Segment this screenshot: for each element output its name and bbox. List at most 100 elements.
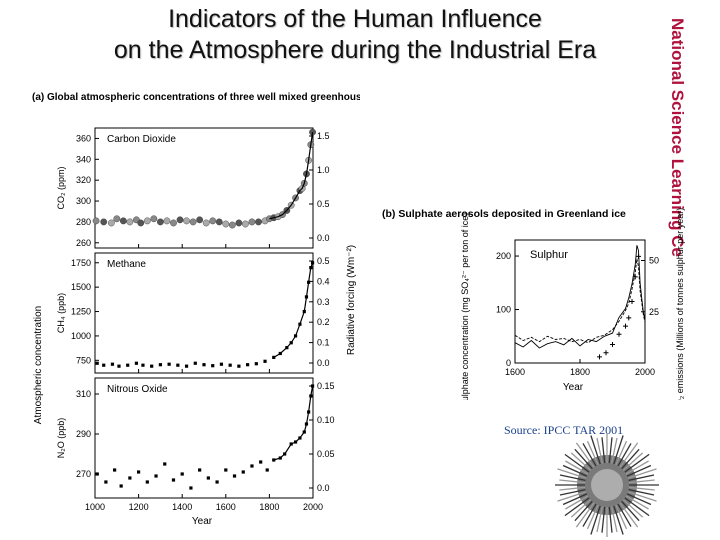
data-point — [189, 486, 193, 490]
right-tick-label: 1.5 — [317, 131, 330, 141]
particle-spike — [562, 493, 588, 506]
data-point — [134, 361, 139, 365]
y-tick-label: 1500 — [71, 282, 91, 292]
right-tick-label: 0.0 — [317, 233, 330, 243]
aerosol-particle-icon — [555, 433, 659, 537]
data-point — [137, 470, 141, 474]
y-tick-label: 300 — [76, 196, 91, 206]
right-tick-label: 50 — [649, 256, 659, 266]
particle-spike — [559, 488, 586, 496]
particle-spike — [628, 488, 655, 496]
data-point — [211, 364, 215, 368]
x-tick-label: 1000 — [85, 502, 105, 512]
particle-spike — [613, 435, 624, 465]
data-point — [117, 364, 121, 368]
data-point — [158, 363, 162, 367]
particle-spike — [622, 499, 644, 518]
right-tick-label: 25 — [649, 307, 659, 317]
particle-spike — [575, 442, 595, 468]
particle-spike — [625, 495, 649, 510]
data-point — [259, 460, 263, 464]
data-point — [250, 464, 254, 468]
particle-spike — [628, 486, 655, 491]
particle-spike — [615, 504, 628, 530]
right-tick-label: 1.0 — [317, 165, 330, 175]
data-point — [193, 361, 197, 365]
particle-spike — [628, 474, 655, 482]
panel-ylabel: CO₂ (ppm) — [56, 167, 66, 210]
particle-spike — [610, 506, 618, 533]
panel-2: Methane CH₄ (ppb) 750 1000 1250 1500 1750 0.0 0.… — [56, 252, 330, 374]
y-tick-label: 270 — [76, 469, 91, 479]
particle-spike — [627, 491, 657, 502]
particle-spike — [613, 505, 624, 535]
right-tick-label: 0.0 — [317, 483, 330, 493]
data-point — [119, 484, 123, 488]
panel-name: Carbon Dioxide — [107, 134, 176, 145]
brand-bar — [658, 0, 706, 392]
emission-marker — [616, 331, 622, 337]
data-point — [310, 261, 315, 265]
data-point — [100, 218, 108, 226]
emission-marker — [626, 315, 632, 321]
figure-a-title-line-1: (a) Global atmospheric concentrations of… — [32, 92, 360, 103]
panel-ylabel: N₂O (ppb) — [56, 418, 66, 459]
particle-spike — [574, 448, 593, 470]
right-tick-label: 0.15 — [317, 381, 335, 391]
particle-spike — [570, 452, 592, 471]
particle-highlight — [591, 469, 623, 501]
data-point — [272, 355, 276, 359]
particle-spike — [608, 437, 613, 464]
data-point — [150, 364, 154, 368]
particle-spike — [610, 437, 618, 464]
y-tick-label: 200 — [496, 251, 511, 261]
y-tick-label: 320 — [76, 175, 91, 185]
data-point — [126, 363, 130, 367]
data-point — [170, 219, 177, 227]
data-point — [92, 217, 100, 225]
data-point — [222, 220, 230, 228]
emission-marker — [629, 299, 635, 304]
y-tick-label: 280 — [76, 217, 91, 227]
y-tick-label: 100 — [496, 305, 511, 315]
series-line — [269, 132, 314, 220]
right-tick-label: 0.05 — [317, 449, 335, 459]
particle-spike — [559, 479, 586, 484]
right-tick-label: 0.4 — [317, 276, 330, 286]
particle-spike — [564, 453, 590, 473]
data-point — [113, 468, 117, 472]
data-point — [196, 216, 204, 224]
data-point — [265, 468, 269, 472]
series-line — [273, 385, 314, 461]
particle-spike — [582, 503, 597, 527]
particle-spike — [557, 468, 587, 479]
emission-marker — [603, 350, 609, 356]
particle-spike — [586, 440, 599, 466]
particle-spike — [586, 504, 599, 530]
particle-spike — [619, 502, 639, 528]
data-point — [272, 458, 276, 462]
data-point — [206, 476, 210, 480]
data-point — [126, 218, 134, 226]
data-point — [202, 363, 206, 367]
data-point — [163, 462, 167, 466]
x-tick-label: 2000 — [303, 502, 323, 512]
particle-spike — [624, 453, 650, 473]
series-line — [273, 262, 314, 358]
data-point — [150, 215, 158, 223]
data-point — [228, 363, 232, 367]
data-point — [110, 362, 115, 366]
particle-spike — [619, 442, 639, 468]
data-point — [255, 218, 262, 226]
particle-spike — [562, 464, 588, 477]
y-tick-label: 1000 — [71, 331, 91, 341]
particle-spike — [628, 479, 655, 484]
particle-spike — [627, 468, 657, 479]
figure-a-xlabel: Year — [192, 516, 213, 527]
data-point — [224, 468, 228, 472]
particle-spike — [582, 443, 597, 467]
right-tick-label: 0.3 — [317, 297, 330, 307]
page-title: Indicators of the Human Influence on the… — [40, 4, 670, 66]
panel-1: Carbon Dioxide CO₂ (ppm) 260 280 300 320 340 36… — [56, 127, 330, 249]
right-tick-label: 0.10 — [317, 415, 335, 425]
